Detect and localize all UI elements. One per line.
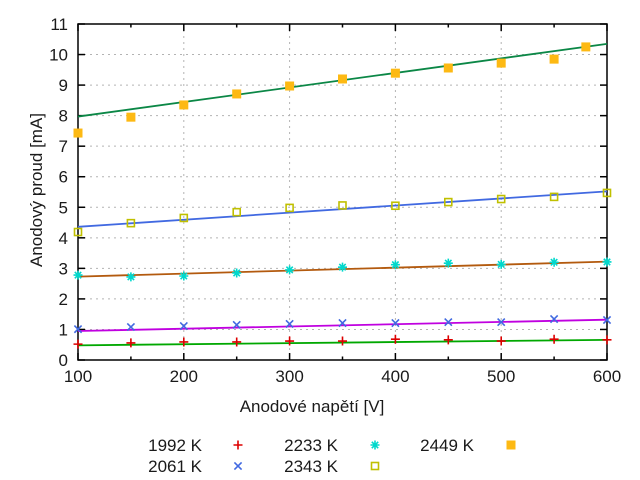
filled-square-marker [506,440,516,450]
y-tick-label: 11 [50,15,68,34]
asterisk-marker [338,262,347,272]
cross-marker [233,461,243,471]
open-square-marker [549,192,559,202]
y-tick-label: 4 [59,229,68,248]
fit-line-2061K [77,318,608,332]
open-square-marker [443,197,453,207]
y-tick-label: 8 [59,107,68,126]
legend-label: 2449 K [420,436,475,455]
cross-marker [285,319,294,329]
plus-marker [232,337,242,347]
y-tick-label: 6 [59,168,68,187]
x-tick-label: 500 [487,367,515,386]
cross-marker [497,317,506,327]
filled-square-marker [338,74,347,84]
filled-square-marker [232,89,242,99]
y-tick-label: 9 [59,76,68,95]
filled-square-marker [496,58,506,68]
open-square-marker [232,207,241,217]
filled-square-marker [285,81,295,91]
asterisk-marker [549,257,559,267]
y-tick-label: 2 [59,290,68,309]
cross-marker [126,322,136,332]
x-tick-label: 600 [593,367,621,386]
cross-marker [444,317,453,327]
y-tick-label: 3 [59,259,68,278]
asterisk-marker [370,440,380,450]
plus-marker [602,335,612,345]
open-square-marker [391,201,400,211]
plus-marker [549,334,559,344]
legend-label: 1992 K [148,436,203,455]
x-axis-title: Anodové napětí [V] [239,397,385,416]
asterisk-marker [179,271,189,281]
open-square-marker [370,461,380,471]
legend-label: 2233 K [284,436,339,455]
plus-marker [390,334,400,344]
cross-marker [179,321,188,331]
y-axis-title: Anodový proud [mA] [27,112,46,268]
asterisk-marker [496,259,506,269]
y-tick-label: 10 [49,46,68,65]
filled-square-marker [126,112,136,122]
y-tick-label: 7 [59,137,68,156]
open-square-marker [338,201,347,210]
plus-marker [179,337,189,347]
legend-label: 2343 K [284,457,339,476]
asterisk-marker [73,270,83,280]
cross-marker [391,318,400,328]
asterisk-marker [443,258,453,268]
cross-marker [232,320,241,330]
legend-label: 2061 K [148,457,203,476]
cross-marker [73,324,83,334]
filled-square-marker [549,54,559,64]
open-square-marker [285,203,294,213]
y-tick-label: 0 [59,351,68,370]
plus-marker [338,336,347,346]
y-tick-label: 1 [59,320,68,339]
filled-square-marker [581,42,591,52]
x-tick-label: 300 [275,367,303,386]
plus-marker [443,335,453,345]
open-square-marker [126,218,136,228]
asterisk-marker [232,268,242,278]
asterisk-marker [126,272,136,282]
filled-square-marker [179,100,189,110]
open-square-marker [496,194,506,204]
plus-marker [233,440,243,450]
plus-marker [496,336,506,346]
x-tick-label: 400 [381,367,409,386]
filled-square-marker [390,68,400,78]
plot-border [77,23,608,361]
asterisk-marker [390,260,400,270]
filled-square-marker [73,128,83,138]
plus-marker [73,339,83,349]
asterisk-marker [285,265,295,275]
y-tick-label: 5 [59,198,68,217]
cross-marker [549,314,559,324]
filled-square-marker [443,63,453,73]
x-tick-label: 100 [64,367,92,386]
open-square-marker [73,227,83,237]
plus-marker [285,336,295,346]
cross-marker [602,315,612,325]
plus-marker [126,338,136,348]
x-tick-label: 200 [170,367,198,386]
cross-marker [338,318,347,328]
open-square-marker [602,188,612,198]
asterisk-marker [602,257,612,267]
open-square-marker [179,213,189,223]
